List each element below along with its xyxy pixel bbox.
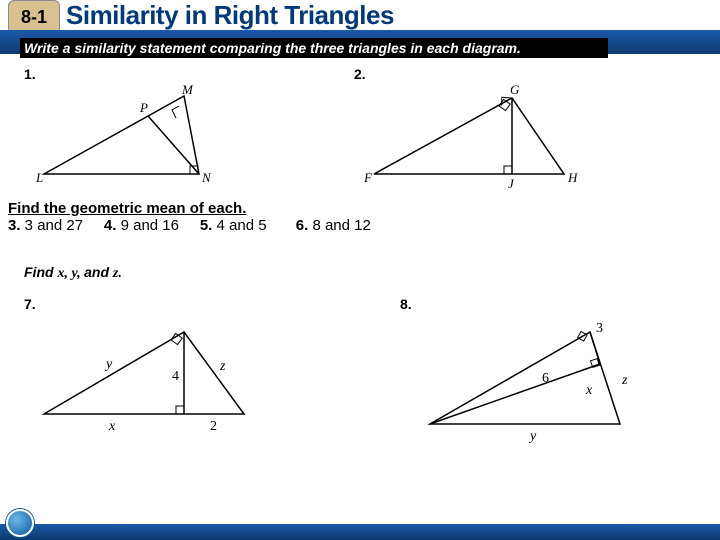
triangle-diagram-8: 3 6 x z y xyxy=(400,314,650,444)
problem-8: 8. 3 6 x z y xyxy=(400,296,696,444)
label-P: P xyxy=(139,100,148,115)
problem-1: 1. L M N P xyxy=(24,66,354,194)
find-prefix: Find xyxy=(24,264,57,280)
problem-text: 3 and 27 xyxy=(21,217,84,234)
problem-number: 7. xyxy=(24,296,36,312)
label-x: x xyxy=(585,383,593,398)
label-z: z xyxy=(219,359,226,374)
label-3: 3 xyxy=(596,321,603,336)
lesson-title: Similarity in Right Triangles xyxy=(66,0,394,31)
triangle-diagram-1: L M N P xyxy=(24,84,244,194)
var-z: z. xyxy=(113,266,122,281)
footer-bar xyxy=(0,524,720,540)
lesson-number-badge: 8-1 xyxy=(8,0,60,34)
triangle-diagram-7: y z 4 x 2 xyxy=(24,314,274,434)
geometric-mean-section: Find the geometric mean of each. 3. 3 an… xyxy=(8,200,371,234)
label-H: H xyxy=(567,170,578,185)
problem-row-2: 7. y z 4 x 2 8. 3 6 x z y xyxy=(24,296,696,444)
label-F: F xyxy=(363,170,373,185)
vars-xy: x, y, xyxy=(57,266,84,281)
problem-text: 8 and 12 xyxy=(308,217,371,234)
label-L: L xyxy=(35,170,43,185)
problem-7: 7. y z 4 x 2 xyxy=(24,296,320,444)
label-6: 6 xyxy=(542,371,549,386)
problem-number: 1. xyxy=(24,66,36,82)
problem-row-1: 1. L M N P 2. F G H J xyxy=(24,66,696,194)
problem-text: 9 and 16 xyxy=(116,217,179,234)
triangle-diagram-2: F G H J xyxy=(354,84,594,194)
instruction-similarity: Write a similarity statement comparing t… xyxy=(20,38,608,58)
problem-number: 5. xyxy=(200,217,213,234)
label-y: y xyxy=(104,357,113,372)
problem-number: 8. xyxy=(400,296,412,312)
problem-text: 4 and 5 xyxy=(212,217,266,234)
problem-number: 3. xyxy=(8,217,21,234)
and-word: and xyxy=(84,264,113,280)
geometric-mean-heading: Find the geometric mean of each. xyxy=(8,200,246,217)
label-4: 4 xyxy=(172,369,179,384)
label-x: x xyxy=(108,419,116,434)
label-N: N xyxy=(201,170,212,185)
label-z: z xyxy=(621,373,628,388)
label-M: M xyxy=(181,84,194,97)
problem-number: 4. xyxy=(104,217,117,234)
problem-2: 2. F G H J xyxy=(354,66,684,194)
problem-number: 2. xyxy=(354,66,366,82)
label-J: J xyxy=(508,176,515,191)
label-G: G xyxy=(510,84,520,97)
label-y: y xyxy=(528,429,537,444)
instruction-find-xyz: Find x, y, and z. xyxy=(24,264,122,282)
footer-logo-icon xyxy=(6,509,34,537)
label-2: 2 xyxy=(210,419,217,434)
problem-number: 6. xyxy=(296,217,309,234)
